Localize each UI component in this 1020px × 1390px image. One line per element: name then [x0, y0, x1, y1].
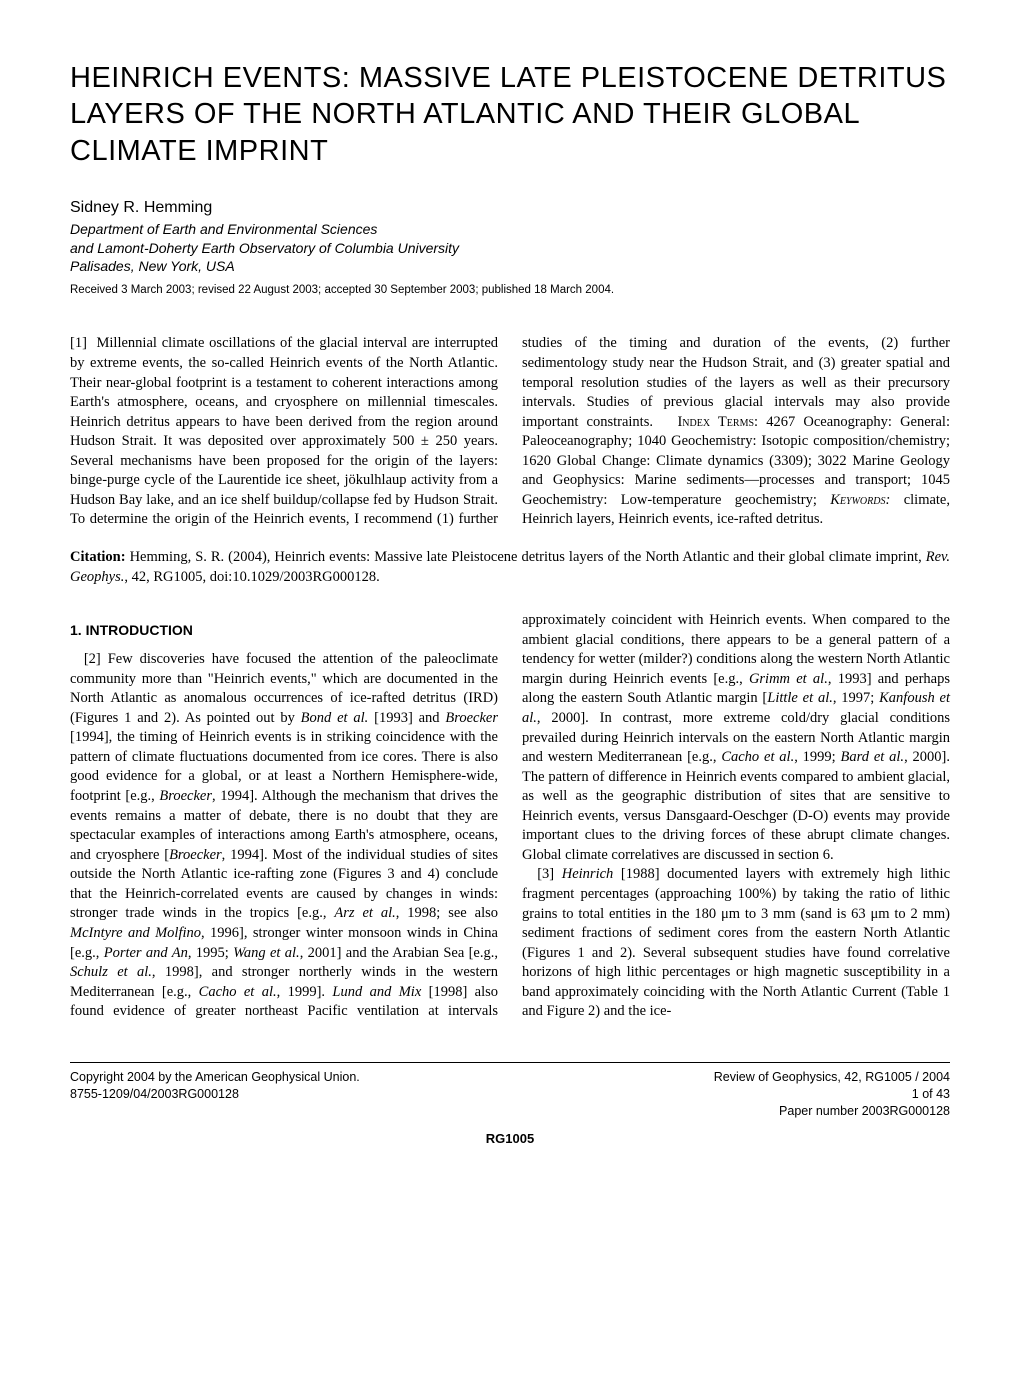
affiliation-line: and Lamont-Doherty Earth Observatory of … — [70, 240, 459, 256]
citation-body: Hemming, S. R. (2004), Heinrich events: … — [126, 549, 926, 565]
paragraph-3: [3] Heinrich [1988] documented layers wi… — [522, 865, 950, 1022]
paper-title: HEINRICH EVENTS: MASSIVE LATE PLEISTOCEN… — [70, 60, 950, 169]
citation-tail: , 42, RG1005, doi:10.1029/2003RG000128. — [124, 569, 379, 585]
index-terms-label: Index Terms: — [677, 414, 758, 430]
keywords-label: Keywords: — [830, 492, 890, 508]
page-footer: Copyright 2004 by the American Geophysic… — [70, 1062, 950, 1147]
section-1-heading: 1. INTRODUCTION — [70, 621, 498, 640]
citation-label: Citation: — [70, 549, 126, 565]
paragraph-number: [1] — [70, 335, 87, 351]
footer-center-id: RG1005 — [70, 1130, 950, 1148]
footer-review: Review of Geophysics, 42, RG1005 / 2004 — [714, 1069, 950, 1086]
footer-papernum: Paper number 2003RG000128 — [779, 1104, 950, 1118]
affiliation-line: Palisades, New York, USA — [70, 258, 235, 274]
received-line: Received 3 March 2003; revised 22 August… — [70, 283, 950, 299]
paragraph-number: [2] — [84, 651, 101, 667]
abstract-block: [1] Millennial climate oscillations of t… — [70, 334, 950, 530]
footer-issn: 8755-1209/04/2003RG000128 — [70, 1086, 239, 1120]
citation-block: Citation: Hemming, S. R. (2004), Heinric… — [70, 548, 950, 587]
paragraph-number: [3] — [537, 866, 554, 882]
footer-rule — [70, 1062, 950, 1063]
footer-copyright: Copyright 2004 by the American Geophysic… — [70, 1069, 360, 1086]
author-affiliation: Department of Earth and Environmental Sc… — [70, 220, 950, 275]
footer-pageof: 1 of 43 — [912, 1087, 950, 1101]
author-name: Sidney R. Hemming — [70, 197, 950, 219]
affiliation-line: Department of Earth and Environmental Sc… — [70, 221, 377, 237]
body-columns: 1. INTRODUCTION [2] Few discoveries have… — [70, 611, 950, 1022]
